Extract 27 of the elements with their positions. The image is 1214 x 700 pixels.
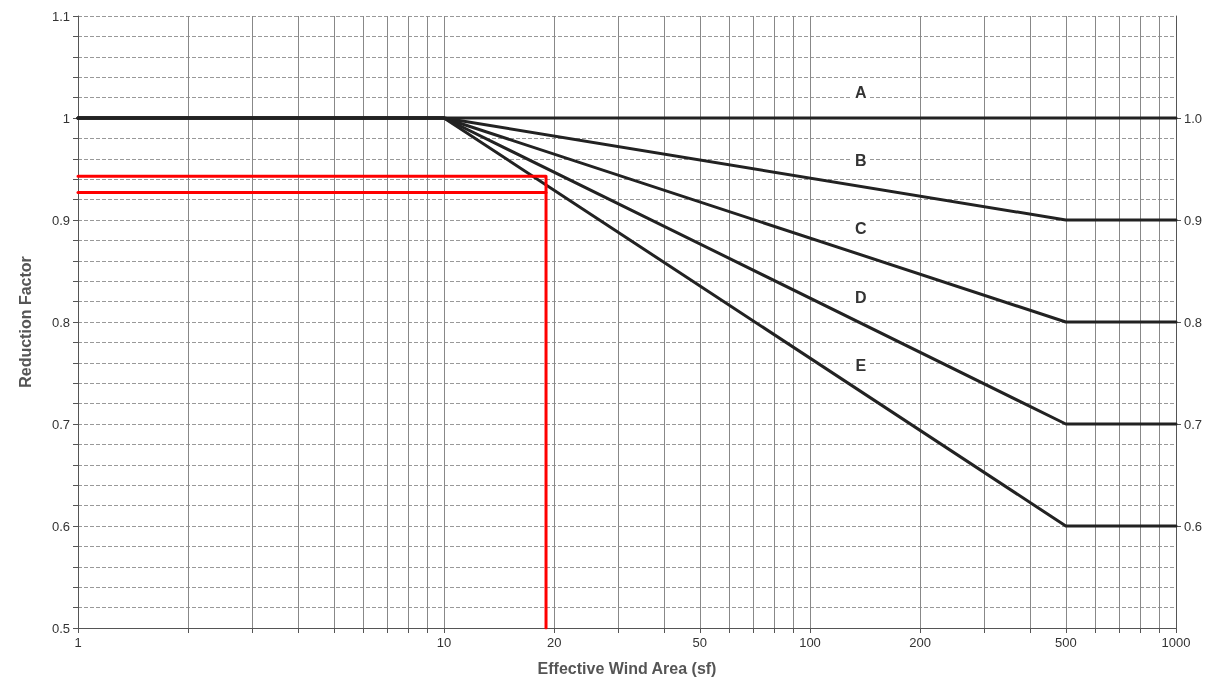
- y2-tick-label: 0.8: [1184, 314, 1203, 330]
- y-tick-label: 1.1: [51, 8, 70, 24]
- series-label: A: [855, 83, 868, 101]
- x-tick-label: 1000: [1161, 635, 1191, 650]
- x-tick-label: 10: [436, 635, 452, 650]
- x-tick-label: 20: [546, 635, 562, 650]
- y-tick-label: 0.6: [51, 518, 70, 534]
- y2-tick-label: 0.6: [1184, 518, 1203, 534]
- x-tick-label: 50: [692, 635, 708, 650]
- y2-tick-label: 0.9: [1184, 212, 1203, 228]
- y-tick-label: 0.8: [51, 314, 70, 330]
- x-tick-label: 1: [74, 635, 82, 650]
- y-tick-label: 1: [62, 110, 70, 126]
- series-label: C: [855, 220, 868, 238]
- series-label: E: [855, 357, 867, 375]
- y-tick-label: 0.9: [51, 212, 70, 228]
- x-tick-label: 200: [909, 635, 932, 650]
- x-tick-label: 500: [1054, 635, 1077, 650]
- series-label: B: [855, 151, 867, 169]
- series-label: D: [855, 288, 867, 306]
- x-tick-label: 100: [799, 635, 821, 650]
- y2-tick-label: 1.0: [1184, 110, 1203, 126]
- x-axis-title: Effective Wind Area (sf): [537, 659, 717, 677]
- y-tick-label: 0.7: [51, 416, 70, 432]
- y-tick-label: 0.5: [51, 620, 70, 636]
- y2-tick-label: 0.7: [1184, 416, 1203, 432]
- y-axis-title: Reduction Factor: [16, 256, 34, 388]
